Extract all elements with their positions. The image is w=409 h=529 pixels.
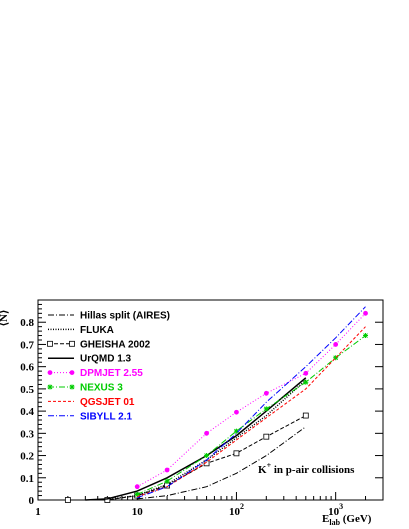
series-line <box>136 335 366 495</box>
legend-label: NEXUS 3 <box>80 383 123 394</box>
data-point-square <box>64 497 71 503</box>
data-point-circle <box>47 370 53 375</box>
y-tick-label: 0.2 <box>20 451 34 463</box>
legend-label: UrQMD 1.3 <box>80 354 132 365</box>
data-point-star <box>69 384 75 390</box>
series-6 <box>137 326 366 498</box>
y-tick-label: 0.3 <box>20 428 34 440</box>
data-point-star <box>164 478 170 484</box>
series-0 <box>137 426 307 500</box>
axis-ticks: 00.10.20.30.40.50.60.70.81 10 102 103 <box>20 303 384 518</box>
series-line <box>136 312 366 488</box>
data-point-square <box>302 412 309 419</box>
data-point-star <box>263 406 269 412</box>
data-point-circle <box>164 467 170 473</box>
data-point-circle <box>234 409 239 415</box>
y-tick-label: 0.1 <box>20 473 34 485</box>
legend-label: GHEISHA 2002 <box>80 339 151 350</box>
data-point-star <box>134 491 140 497</box>
legend-label: FLUKA <box>80 325 114 336</box>
legend-label: QGSJET 01 <box>80 397 135 408</box>
data-point-circle <box>363 310 368 316</box>
data-point-star <box>47 384 53 390</box>
chart-annotation: K+ in p-air collisions <box>258 461 355 476</box>
y-tick-label: 0.8 <box>20 317 34 329</box>
y-tick-label: 0.7 <box>20 339 34 351</box>
series-2 <box>64 412 309 503</box>
series-line <box>137 426 307 500</box>
y-axis-label: ⟨N⟩ <box>0 310 10 327</box>
y-tick-label: 0 <box>29 495 35 507</box>
data-point-square <box>69 340 75 347</box>
data-point-star <box>363 333 369 339</box>
series-1 <box>107 379 307 501</box>
x-tick-label: 10 <box>132 506 144 518</box>
series-line <box>137 306 366 499</box>
legend-label: DPMJET 2.55 <box>80 368 143 379</box>
series-line <box>67 415 307 501</box>
legend: Hillas split (AIRES) FLUKA GHEISHA 2002 UrQ… <box>47 311 170 422</box>
series-line <box>107 379 307 501</box>
series-3 <box>85 377 307 501</box>
data-point-circle <box>204 430 209 436</box>
data-point-circle <box>134 484 140 490</box>
series-7 <box>137 306 366 499</box>
plot-frame <box>37 299 384 501</box>
data-point-square <box>263 433 270 440</box>
data-point-star <box>204 453 210 459</box>
x-tick-label: 102 <box>229 502 244 518</box>
data-point-circle <box>333 342 339 347</box>
data-point-square <box>47 340 53 347</box>
legend-label: Hillas split (AIRES) <box>80 311 170 322</box>
data-point-square <box>233 450 240 457</box>
series-line <box>137 326 366 498</box>
x-tick-label: 1 <box>35 506 41 518</box>
y-tick-label: 0.5 <box>20 384 34 396</box>
data-point-circle <box>263 390 269 396</box>
series-5 <box>134 333 369 497</box>
data-point-star <box>333 355 339 361</box>
series-layer <box>64 306 369 503</box>
data-point-star <box>233 428 239 434</box>
series-line <box>85 377 307 501</box>
data-point-star <box>303 379 309 385</box>
x-axis-label: Elab (GeV) <box>322 513 372 527</box>
data-point-circle <box>303 370 309 376</box>
data-point-square <box>104 497 111 503</box>
legend-label: SIBYLL 2.1 <box>80 411 132 422</box>
y-tick-label: 0.6 <box>20 362 34 374</box>
data-point-circle <box>69 370 75 375</box>
y-tick-label: 0.4 <box>20 406 34 418</box>
series-4 <box>134 310 368 490</box>
